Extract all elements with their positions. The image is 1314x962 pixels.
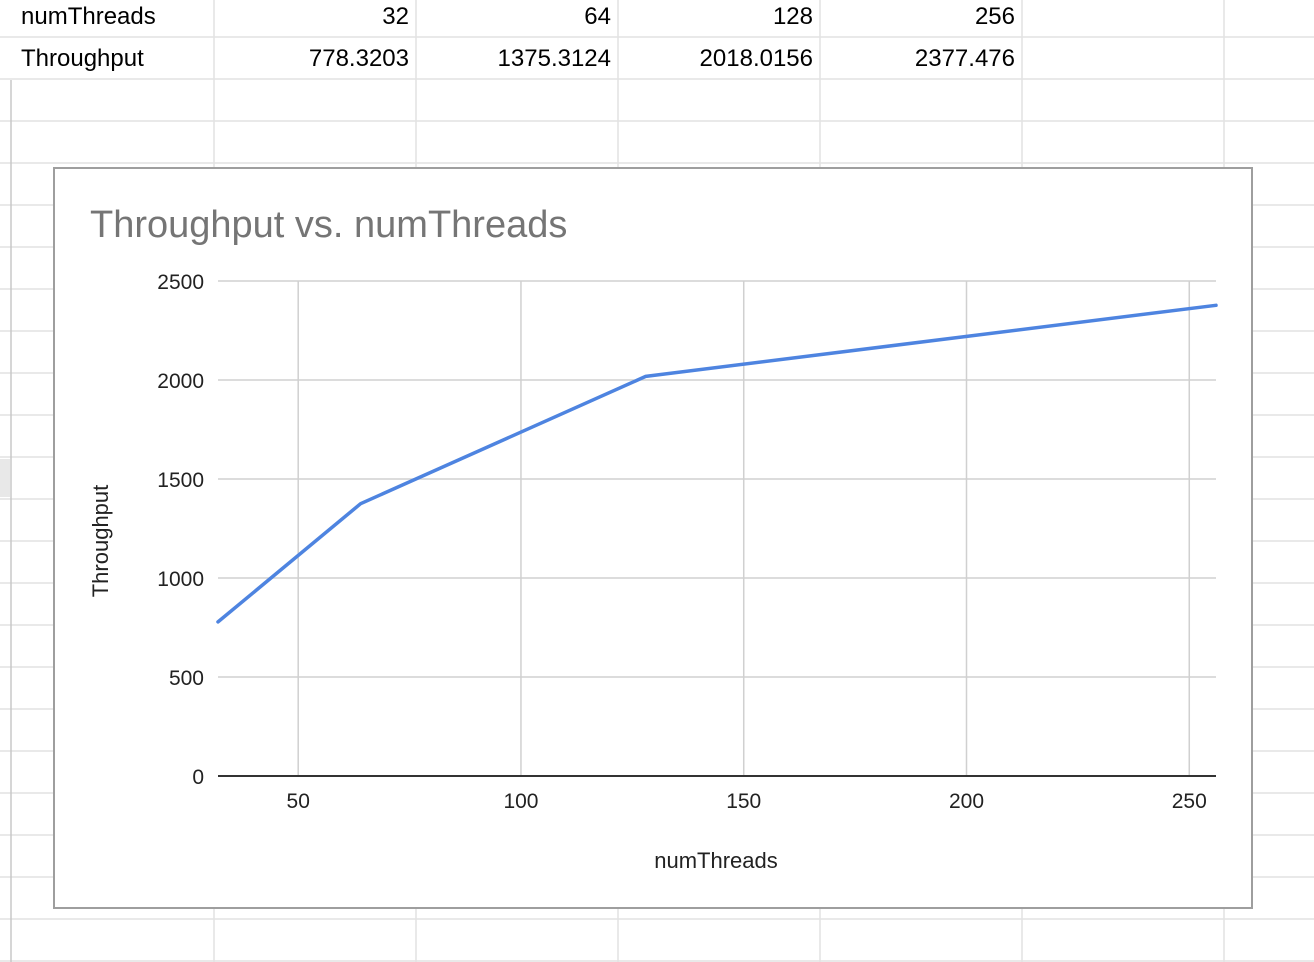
chart-title[interactable]: Throughput vs. numThreads (90, 204, 568, 246)
cell-D1[interactable]: 128 (772, 3, 813, 30)
cell-C2[interactable]: 1375.3124 (497, 45, 611, 72)
cell-C1[interactable]: 64 (584, 3, 611, 30)
y-axis-label[interactable]: Throughput (88, 484, 113, 598)
cell-A1[interactable]: numThreads (21, 3, 156, 30)
y-tick-label: 2500 (157, 271, 204, 294)
cell-B2[interactable]: 778.3203 (308, 45, 409, 72)
x-tick-label: 150 (726, 790, 761, 813)
x-tick-label: 200 (949, 790, 984, 813)
y-tick-label: 0 (192, 766, 204, 789)
x-tick-label: 100 (503, 790, 538, 813)
x-tick-label: 250 (1172, 790, 1207, 813)
y-tick-label: 1000 (157, 568, 204, 591)
cell-D2[interactable]: 2018.0156 (699, 45, 813, 72)
series-line-throughput[interactable] (216, 303, 1218, 624)
x-tick-label: 50 (287, 790, 310, 813)
x-axis-label[interactable]: numThreads (654, 848, 778, 873)
cell-A2[interactable]: Throughput (21, 45, 144, 72)
y-tick-label: 2000 (157, 370, 204, 393)
cell-E2[interactable]: 2377.476 (914, 45, 1015, 72)
y-tick-label: 500 (169, 667, 204, 690)
cell-E1[interactable]: 256 (974, 3, 1015, 30)
y-tick-label: 1500 (157, 469, 204, 492)
row-header-highlight (0, 459, 10, 497)
chart-container[interactable] (53, 167, 1253, 909)
cell-B1[interactable]: 32 (382, 3, 409, 30)
